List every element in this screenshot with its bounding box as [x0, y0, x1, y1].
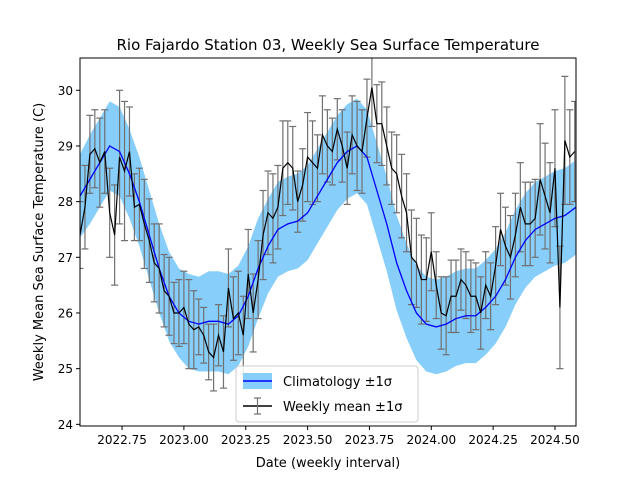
x-tick-label: 2023.50 [283, 433, 333, 447]
y-axis: 24 25 26 27 28 29 30 [58, 84, 80, 432]
y-tick-label: 28 [58, 195, 73, 209]
climatology-band [80, 98, 576, 375]
x-tick-label: 2023.25 [221, 433, 271, 447]
x-tick-label: 2024.50 [530, 433, 580, 447]
y-tick-label: 30 [58, 84, 73, 98]
legend: Climatology ±1σ Weekly mean ±1σ [235, 365, 419, 423]
legend-weekly-label: Weekly mean ±1σ [283, 400, 402, 415]
x-tick-label: 2023.00 [159, 433, 209, 447]
y-tick-label: 25 [58, 362, 73, 376]
x-axis-label: Date (weekly interval) [256, 456, 401, 471]
x-tick-label: 2024.25 [468, 433, 518, 447]
climatology-mean-line [80, 145, 576, 328]
y-tick-label: 26 [58, 306, 73, 320]
weekly-mean-line [80, 87, 576, 359]
plot-frame [79, 57, 577, 427]
x-tick-label: 2024.00 [406, 433, 456, 447]
x-tick-label: 2022.75 [97, 433, 147, 447]
x-tick-label: 2023.75 [345, 433, 395, 447]
y-tick-label: 27 [58, 251, 73, 265]
chart-title: Rio Fajardo Station 03, Weekly Sea Surfa… [117, 36, 540, 54]
x-axis: 2022.75 2023.00 2023.25 2023.50 2023.75 2024.… [97, 426, 580, 447]
plot-area [80, 58, 576, 392]
y-tick-label: 29 [58, 139, 73, 153]
legend-climatology-label: Climatology ±1σ [283, 375, 392, 390]
legend-box [235, 365, 419, 423]
y-axis-label: Weekly Mean Sea Surface Temperature (C) [32, 103, 47, 381]
y-tick-label: 24 [58, 418, 73, 432]
